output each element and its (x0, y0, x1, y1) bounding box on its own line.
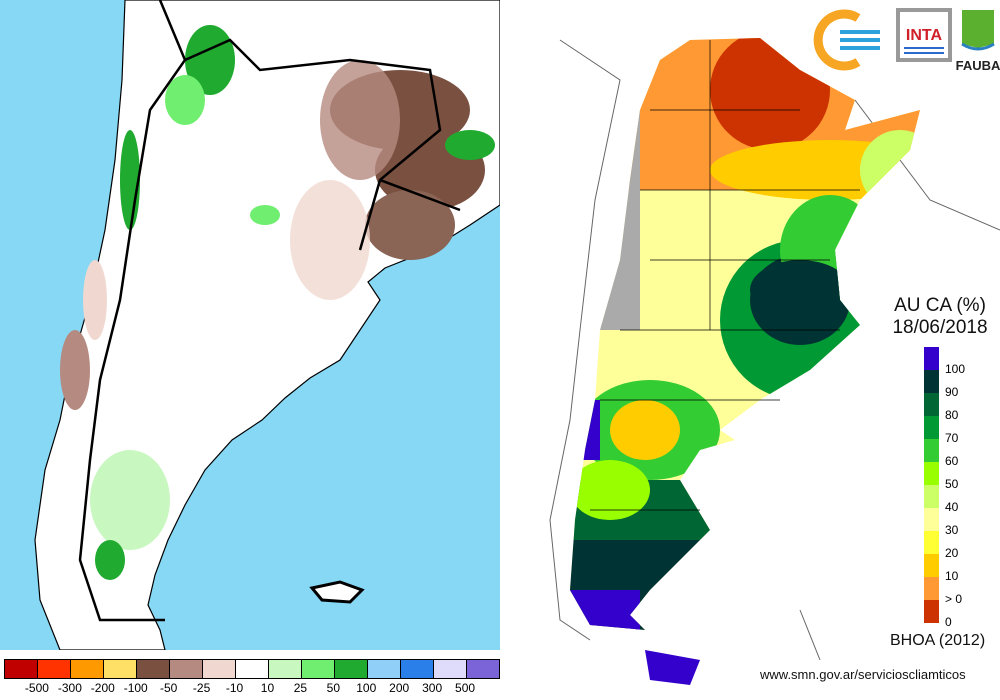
colorbar-swatch (203, 660, 236, 678)
colorbar-label: 100 (356, 681, 377, 695)
legend-label: 70 (945, 431, 959, 445)
source-url[interactable]: www.smn.gov.ar/servicioscliamticos (760, 667, 966, 682)
svg-text:INTA: INTA (906, 27, 943, 44)
legend-label: 20 (945, 546, 959, 560)
legend-swatch (924, 439, 939, 462)
legend-swatch (924, 508, 939, 531)
colorbar-label: -10 (225, 681, 244, 695)
legend-label: 80 (945, 408, 959, 422)
colorbar-labels: -500 -300 -200 -100 -50 -25 -10 10 25 50 100 200 300… (0, 681, 500, 697)
colorbar-swatch (302, 660, 335, 678)
legend-label: 30 (945, 523, 959, 537)
legend-label: 60 (945, 454, 959, 468)
legend-label: 40 (945, 500, 959, 514)
inta-logo: INTA (896, 8, 952, 62)
colorbar-swatch (137, 660, 170, 678)
soil-water-map (549, 38, 1000, 685)
colorbar-swatch (434, 660, 467, 678)
falkland-islands (309, 580, 365, 604)
legend-swatch (924, 416, 939, 439)
precipitation-anomaly-colorbar (4, 659, 500, 679)
colorbar-swatch (71, 660, 104, 678)
legend-swatch (924, 485, 939, 508)
colorbar-swatch (5, 660, 38, 678)
legend-swatch (924, 393, 939, 416)
colorbar-swatch (170, 660, 203, 678)
svg-text:FAUBA: FAUBA (956, 58, 1000, 73)
colorbar-label: 10 (260, 681, 275, 695)
legend-swatch (924, 577, 939, 600)
legend-label: 50 (945, 477, 959, 491)
legend-swatch (924, 462, 939, 485)
legend-swatch (924, 347, 939, 370)
colorbar-label: 300 (422, 681, 443, 695)
colorbar-swatch (236, 660, 269, 678)
legend-swatch (924, 600, 939, 623)
source-label: BHOA (2012) (890, 632, 986, 649)
logos: INTA FAUBA (810, 4, 1000, 74)
title-variable: AU CA (%) (894, 295, 986, 316)
colorbar-swatch (335, 660, 368, 678)
colorbar-label: -100 (123, 681, 148, 695)
colorbar-swatch (269, 660, 302, 678)
colorbar-label: 50 (326, 681, 341, 695)
colorbar-label: -25 (192, 681, 211, 695)
colorbar-label: 25 (293, 681, 308, 695)
colorbar-label: 200 (389, 681, 410, 695)
colorbar-label: -200 (90, 681, 115, 695)
smn-logo (813, 9, 880, 71)
province-borders (590, 40, 860, 511)
colorbar-swatch (104, 660, 137, 678)
colorbar-label: -50 (159, 681, 178, 695)
precipitation-anomaly-map-panel: -500 -300 -200 -100 -50 -25 -10 10 25 50 100 200 300… (0, 0, 500, 697)
legend-label: 100 (945, 362, 966, 376)
legend-swatch (924, 531, 939, 554)
tierra-del-fuego (645, 650, 700, 685)
soil-water-legend-bar (924, 347, 939, 623)
fauba-logo: FAUBA (956, 10, 1000, 73)
country-borders (78, 0, 461, 622)
map-title: AU CA (%) 18/06/2018 (885, 295, 995, 339)
colorbar-swatch (401, 660, 434, 678)
colorbar-swatch (38, 660, 71, 678)
soil-water-map-panel: INTA FAUBA AU CA (%) 18/06/2018 100 90 80 7… (500, 0, 1000, 700)
precipitation-anomaly-map (0, 0, 500, 655)
legend-label: 90 (945, 385, 959, 399)
legend-label: > 0 (945, 592, 963, 606)
colorbar-label: 500 (455, 681, 476, 695)
title-date: 18/06/2018 (892, 317, 988, 338)
colorbar-swatch (467, 660, 499, 678)
anomaly-brown-areas (60, 60, 485, 410)
colorbar-label: -300 (57, 681, 82, 695)
legend-label: 10 (945, 569, 959, 583)
legend-swatch (924, 554, 939, 577)
legend-swatch (924, 370, 939, 393)
colorbar-label: -500 (24, 681, 49, 695)
colorbar-swatch (368, 660, 401, 678)
legend-label: 0 (945, 615, 952, 629)
